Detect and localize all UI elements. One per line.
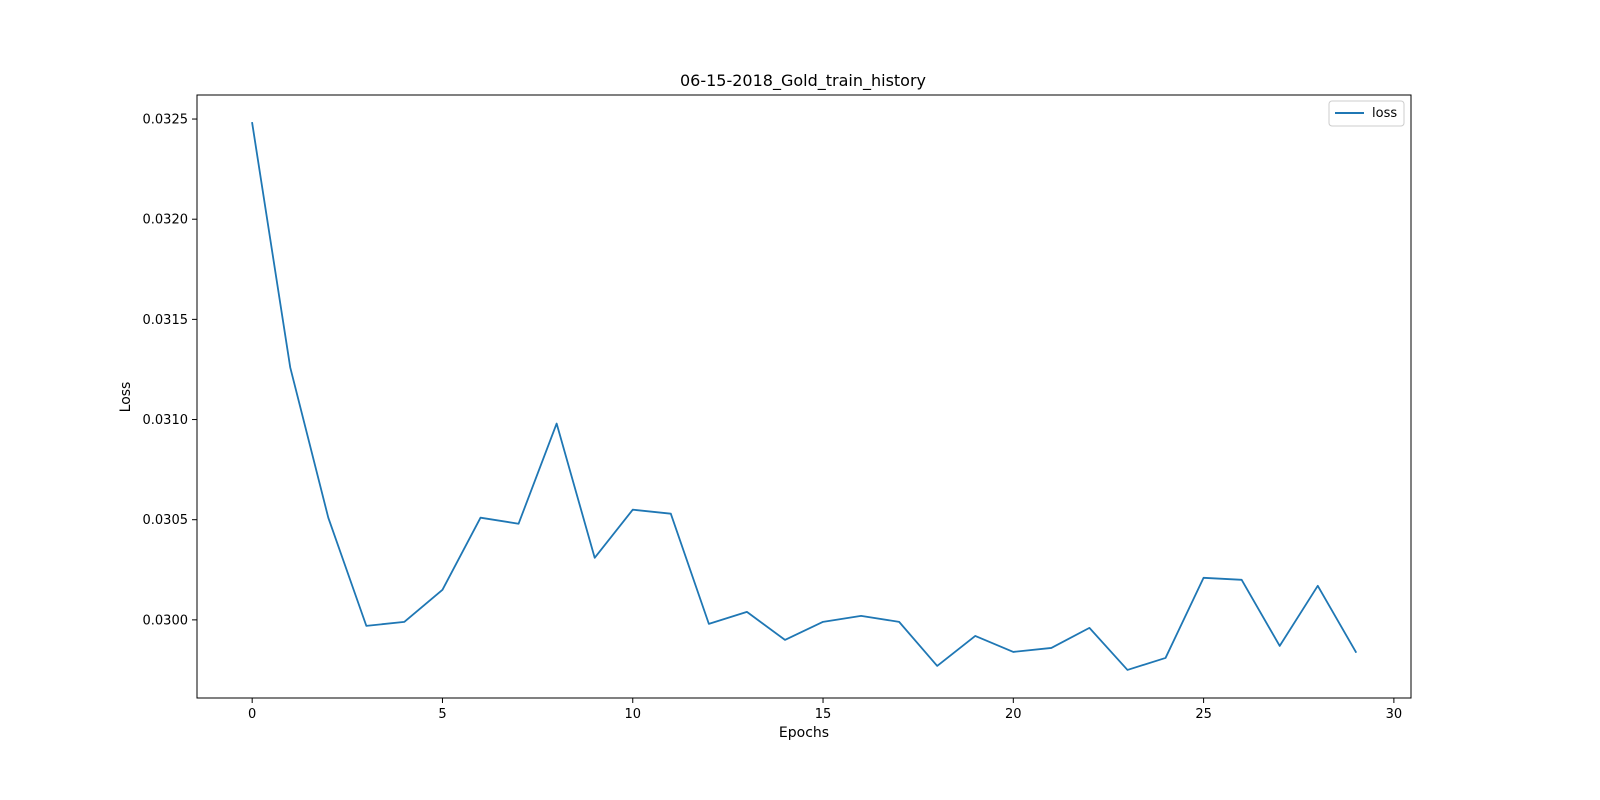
x-tick-label: 10 [624, 707, 641, 722]
series-group [251, 122, 1358, 671]
y-tick-label: 0.0300 [143, 613, 189, 628]
y-tick-label: 0.0310 [143, 413, 189, 428]
x-tick-label: 0 [248, 707, 256, 722]
y-tick-label: 0.0305 [143, 513, 189, 528]
x-tick-label: 20 [1005, 707, 1022, 722]
series-line-loss [251, 122, 1358, 671]
plot-frame [196, 94, 1412, 699]
plot-area [196, 94, 1412, 699]
y-tick-label: 0.0325 [143, 113, 189, 128]
legend-box [1328, 100, 1405, 127]
y-tick-label: 0.0315 [143, 313, 189, 328]
chart-title: 06-15-2018_Gold_train_history [680, 71, 926, 91]
x-axis: 0 5 10 15 20 25 30 [248, 698, 1402, 722]
legend: loss [1328, 100, 1405, 127]
x-tick-label: 30 [1386, 707, 1403, 722]
y-tick-label: 0.0320 [143, 213, 189, 228]
x-tick-label: 15 [815, 707, 832, 722]
x-axis-label: Epochs [779, 725, 829, 741]
x-tick-label: 25 [1195, 707, 1212, 722]
x-tick-label: 5 [438, 707, 446, 722]
y-axis-label: Loss [118, 382, 134, 413]
legend-label-loss: loss [1372, 106, 1397, 121]
y-axis: 0.0300 0.0305 0.0310 0.0315 0.0320 0.0325 [143, 113, 197, 628]
